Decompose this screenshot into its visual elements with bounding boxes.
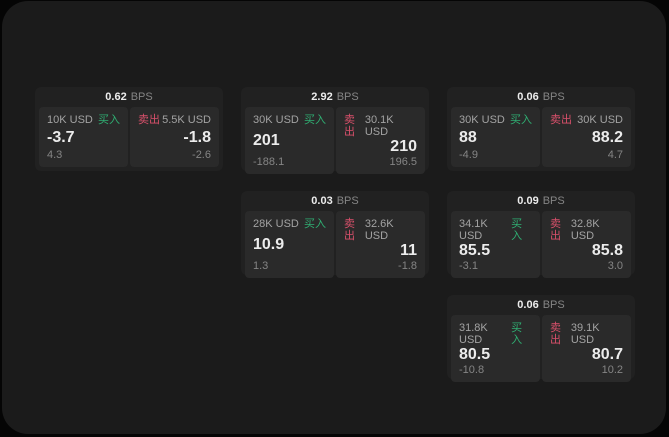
- bps-value: 0.62: [105, 91, 127, 103]
- quote-card: 0.06 BPS 30K USD 买入 88 -4.9 卖出 30K USD: [447, 87, 635, 171]
- quote-cards-grid: 0.62 BPS 10K USD 买入 -3.7 4.3 卖出 5.5K USD: [35, 87, 635, 382]
- sell-price: 210: [390, 138, 417, 155]
- buy-quote-panel[interactable]: 28K USD 买入 10.9 1.3: [245, 211, 334, 278]
- buy-price: -3.7: [47, 128, 75, 146]
- card-body: 30K USD 买入 88 -4.9 卖出 30K USD 88.2 4.7: [447, 107, 635, 171]
- card-bps-header: 2.92 BPS: [241, 87, 429, 107]
- card-bps-header: 0.06 BPS: [447, 295, 635, 315]
- sell-amount: 32.8K USD: [570, 218, 600, 242]
- sell-delta: 10.2: [601, 364, 623, 376]
- card-body: 30K USD 买入 201 -188.1 卖出 30.1K USD 210 1…: [241, 107, 429, 178]
- sell-price: 11: [400, 242, 417, 259]
- sell-delta: 196.5: [389, 156, 417, 168]
- sell-quote-panel[interactable]: 卖出 32.6K USD 11 -1.8: [336, 211, 425, 278]
- sell-quote-panel[interactable]: 卖出 39.1K USD 80.7 10.2: [542, 315, 631, 382]
- card-body: 31.8K USD 买入 80.5 -10.8 卖出 39.1K USD 80.…: [447, 315, 635, 386]
- sell-side-label: 卖出: [344, 114, 355, 138]
- sell-amount: 5.5K USD: [162, 114, 211, 126]
- buy-amount: 31.8K USD: [459, 322, 488, 346]
- sell-side-label: 卖出: [550, 114, 572, 126]
- quote-card: 0.09 BPS 34.1K USD 买入 85.5 -3.1 卖出 32.8K…: [447, 191, 635, 278]
- buy-side-label: 买入: [98, 114, 120, 126]
- buy-delta: -4.9: [459, 149, 478, 161]
- buy-amount: 34.1K USD: [459, 218, 488, 242]
- buy-delta: 1.3: [253, 260, 269, 272]
- sell-price: 88.2: [591, 128, 623, 146]
- bps-value: 2.92: [311, 91, 333, 103]
- buy-quote-panel[interactable]: 10K USD 买入 -3.7 4.3: [39, 107, 128, 167]
- sell-delta: -2.6: [192, 149, 211, 161]
- bps-unit-label: BPS: [542, 299, 565, 311]
- buy-quote-panel[interactable]: 30K USD 买入 88 -4.9: [451, 107, 540, 167]
- buy-price: 10.9: [253, 236, 285, 253]
- buy-side-label: 买入: [511, 218, 523, 242]
- buy-delta: -3.1: [459, 260, 478, 272]
- sell-quote-panel[interactable]: 卖出 30K USD 88.2 4.7: [542, 107, 631, 167]
- buy-price: 80.5: [459, 346, 491, 363]
- card-body: 10K USD 买入 -3.7 4.3 卖出 5.5K USD -1.8 -2.…: [35, 107, 223, 171]
- sell-quote-panel[interactable]: 卖出 5.5K USD -1.8 -2.6: [130, 107, 219, 167]
- card-bps-header: 0.06 BPS: [447, 87, 635, 107]
- card-body: 34.1K USD 买入 85.5 -3.1 卖出 32.8K USD 85.8…: [447, 211, 635, 282]
- sell-delta: 3.0: [607, 260, 623, 272]
- sell-side-label: 卖出: [138, 114, 160, 126]
- sell-quote-panel[interactable]: 卖出 30.1K USD 210 196.5: [336, 107, 425, 174]
- card-bps-header: 0.03 BPS: [241, 191, 429, 211]
- bps-value: 0.03: [311, 195, 333, 207]
- quote-card: 0.62 BPS 10K USD 买入 -3.7 4.3 卖出 5.5K USD: [35, 87, 223, 171]
- sell-amount: 30K USD: [577, 114, 623, 126]
- bps-unit-label: BPS: [542, 195, 565, 207]
- bps-unit-label: BPS: [336, 195, 359, 207]
- buy-quote-panel[interactable]: 34.1K USD 买入 85.5 -3.1: [451, 211, 540, 278]
- buy-side-label: 买入: [304, 114, 326, 126]
- buy-delta: -10.8: [459, 364, 485, 376]
- sell-quote-panel[interactable]: 卖出 32.8K USD 85.8 3.0: [542, 211, 631, 278]
- buy-side-label: 买入: [511, 322, 523, 346]
- bps-value: 0.09: [517, 195, 539, 207]
- quote-card: 0.03 BPS 28K USD 买入 10.9 1.3 卖出 32.6K US…: [241, 191, 429, 278]
- buy-amount: 30K USD: [459, 114, 505, 126]
- bps-unit-label: BPS: [130, 91, 153, 103]
- bps-unit-label: BPS: [336, 91, 359, 103]
- sell-side-label: 卖出: [344, 218, 355, 242]
- buy-quote-panel[interactable]: 31.8K USD 买入 80.5 -10.8: [451, 315, 540, 382]
- sell-price: -1.8: [183, 128, 211, 146]
- quote-card: 2.92 BPS 30K USD 买入 201 -188.1 卖出 30.1K …: [241, 87, 429, 174]
- buy-price: 88: [459, 128, 477, 146]
- sell-price: 80.7: [591, 346, 623, 363]
- buy-quote-panel[interactable]: 30K USD 买入 201 -188.1: [245, 107, 334, 174]
- sell-side-label: 卖出: [550, 218, 561, 242]
- buy-price: 201: [253, 132, 280, 149]
- buy-amount: 28K USD: [253, 218, 299, 230]
- card-bps-header: 0.09 BPS: [447, 191, 635, 211]
- buy-delta: -188.1: [253, 156, 285, 168]
- buy-side-label: 买入: [510, 114, 532, 126]
- buy-amount: 10K USD: [47, 114, 93, 126]
- buy-delta: 4.3: [47, 149, 63, 161]
- bps-unit-label: BPS: [542, 91, 565, 103]
- buy-amount: 30K USD: [253, 114, 299, 126]
- sell-delta: 4.7: [607, 149, 623, 161]
- sell-side-label: 卖出: [550, 322, 561, 346]
- buy-price: 85.5: [459, 242, 491, 259]
- buy-side-label: 买入: [304, 218, 326, 230]
- sell-amount: 32.6K USD: [364, 218, 394, 242]
- sell-price: 85.8: [591, 242, 623, 259]
- card-body: 28K USD 买入 10.9 1.3 卖出 32.6K USD 11 -1.8: [241, 211, 429, 282]
- card-bps-header: 0.62 BPS: [35, 87, 223, 107]
- quote-card: 0.06 BPS 31.8K USD 买入 80.5 -10.8 卖出 39.1…: [447, 295, 635, 382]
- sell-delta: -1.8: [398, 260, 417, 272]
- sell-amount: 39.1K USD: [570, 322, 600, 346]
- bps-value: 0.06: [517, 299, 539, 311]
- bps-value: 0.06: [517, 91, 539, 103]
- sell-amount: 30.1K USD: [364, 114, 394, 138]
